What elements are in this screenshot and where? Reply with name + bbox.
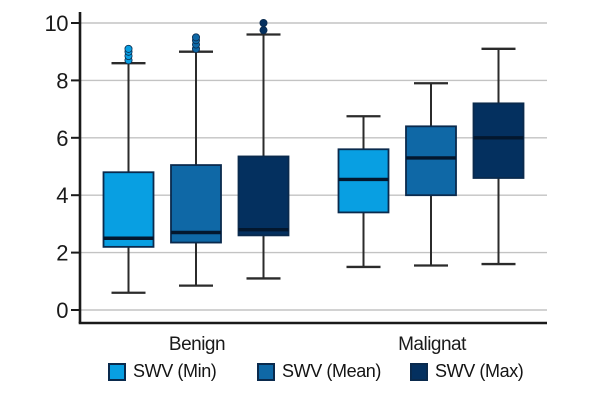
y-tick-label: 6: [56, 126, 68, 151]
legend-item: SWV (Mean): [257, 361, 381, 382]
y-tick-label: 8: [56, 68, 68, 93]
box: [405, 125, 457, 197]
boxplot-svg: 0 2 4 6 8 10 Benign Malignat: [45, 11, 547, 355]
legend-label: SWV (Mean): [282, 361, 382, 381]
box: [102, 171, 155, 248]
legend-item: SWV (Min): [108, 361, 217, 382]
outlier-dot: [259, 26, 268, 35]
x-category-label: Benign: [169, 334, 225, 355]
y-tick-label: 0: [56, 298, 68, 323]
y-tick-label: 10: [45, 11, 69, 36]
legend-swatch: [257, 362, 275, 381]
legend: SWV (Min) SWV (Mean) SWV (Max): [0, 361, 600, 387]
legend-label: SWV (Max): [435, 361, 524, 381]
legend-item: SWV (Max): [410, 361, 524, 382]
y-tick-label: 4: [56, 183, 68, 208]
legend-label: SWV (Min): [133, 361, 217, 381]
outlier-dot: [124, 44, 133, 53]
outlier-dot: [191, 33, 200, 42]
box: [237, 155, 290, 237]
legend-swatch: [108, 362, 126, 381]
box: [170, 164, 222, 244]
box: [472, 102, 525, 179]
x-category-label: Malignat: [398, 334, 467, 355]
legend-swatch: [410, 362, 428, 381]
y-tick-label: 2: [56, 241, 68, 266]
outlier-dot: [259, 18, 268, 27]
